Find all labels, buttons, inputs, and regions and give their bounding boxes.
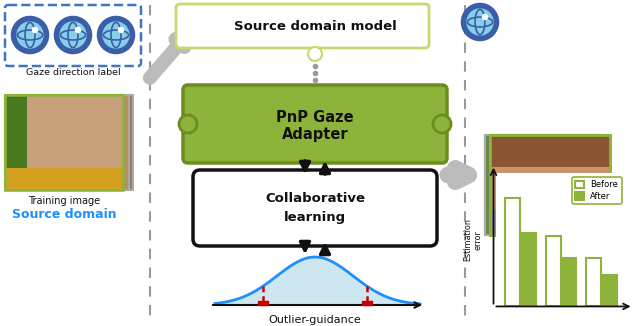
FancyBboxPatch shape — [5, 5, 141, 66]
Circle shape — [179, 115, 197, 133]
Circle shape — [119, 27, 124, 33]
FancyBboxPatch shape — [11, 95, 129, 190]
Circle shape — [75, 27, 80, 33]
FancyBboxPatch shape — [5, 95, 27, 190]
Circle shape — [467, 9, 493, 35]
Text: Outlier-guidance: Outlier-guidance — [269, 315, 362, 325]
Text: Training image: Training image — [28, 196, 100, 206]
Bar — [545, 236, 561, 306]
FancyBboxPatch shape — [27, 95, 123, 190]
Text: Target domain: Target domain — [499, 254, 600, 267]
Bar — [561, 258, 576, 306]
Text: learning: learning — [284, 211, 346, 224]
FancyBboxPatch shape — [490, 135, 610, 167]
Circle shape — [12, 17, 48, 53]
Circle shape — [60, 22, 86, 48]
Text: Gaze direction label: Gaze direction label — [26, 68, 120, 77]
Bar — [586, 258, 602, 306]
Circle shape — [462, 4, 498, 40]
Bar — [602, 274, 617, 306]
FancyBboxPatch shape — [485, 135, 605, 235]
Bar — [520, 233, 536, 306]
FancyBboxPatch shape — [5, 168, 123, 190]
Text: Test image: Test image — [524, 242, 576, 252]
Text: Adapter: Adapter — [282, 127, 348, 142]
Circle shape — [482, 14, 487, 20]
Circle shape — [103, 22, 129, 48]
FancyBboxPatch shape — [15, 95, 133, 190]
Circle shape — [55, 17, 91, 53]
Text: Collaborative: Collaborative — [265, 192, 365, 205]
FancyBboxPatch shape — [490, 210, 610, 235]
Circle shape — [17, 22, 43, 48]
FancyBboxPatch shape — [490, 135, 610, 235]
Text: Estimation
error: Estimation error — [463, 218, 482, 261]
FancyBboxPatch shape — [485, 135, 605, 235]
Circle shape — [433, 115, 451, 133]
Circle shape — [32, 27, 37, 33]
FancyBboxPatch shape — [5, 95, 123, 190]
FancyBboxPatch shape — [176, 4, 429, 48]
Legend: Before, After: Before, After — [572, 177, 621, 204]
Bar — [505, 198, 520, 306]
Text: Source domain model: Source domain model — [234, 20, 396, 33]
FancyBboxPatch shape — [490, 135, 610, 235]
Circle shape — [98, 17, 134, 53]
FancyBboxPatch shape — [193, 170, 437, 246]
Circle shape — [308, 47, 322, 61]
Text: PnP Gaze: PnP Gaze — [276, 110, 354, 125]
Text: Source domain: Source domain — [11, 208, 116, 221]
FancyBboxPatch shape — [183, 85, 447, 163]
